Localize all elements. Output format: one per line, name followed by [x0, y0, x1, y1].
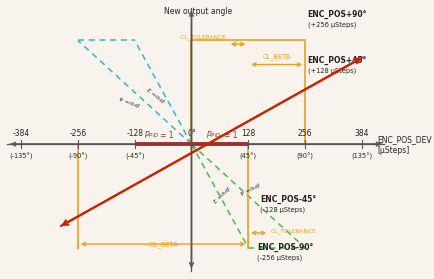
- Text: ENC_POS+45°: ENC_POS+45°: [307, 56, 366, 65]
- Text: $p_{PID}$= 4: $p_{PID}$= 4: [237, 179, 261, 197]
- Text: (-128 µSteps): (-128 µSteps): [260, 206, 305, 213]
- Text: $p_{PID}$= 4: $p_{PID}$= 4: [117, 91, 142, 109]
- Text: $p_{PID}$: $p_{PID}$: [205, 129, 221, 140]
- Text: ENC_POS+90°: ENC_POS+90°: [307, 10, 366, 19]
- Text: $p_{PID}$= 2: $p_{PID}$= 2: [145, 83, 168, 105]
- Text: (-45°): (-45°): [125, 152, 144, 160]
- Text: (-90°): (-90°): [68, 152, 87, 160]
- Text: ENC_POS_DEV: ENC_POS_DEV: [376, 135, 431, 144]
- Text: (90°): (90°): [296, 152, 313, 160]
- Text: (-256 µSteps): (-256 µSteps): [256, 255, 302, 261]
- Text: New output angle: New output angle: [164, 7, 232, 16]
- Text: (135°): (135°): [351, 152, 372, 160]
- Text: (+128 µSteps): (+128 µSteps): [307, 68, 355, 74]
- Text: 256: 256: [297, 129, 312, 138]
- Text: 128: 128: [240, 129, 255, 138]
- Text: $p_{PID}$: $p_{PID}$: [144, 129, 159, 140]
- Text: -256: -256: [69, 129, 86, 138]
- Text: ENC_POS-45°: ENC_POS-45°: [260, 195, 316, 204]
- Text: (45°): (45°): [239, 152, 256, 160]
- Text: ENC_POS-90°: ENC_POS-90°: [256, 243, 312, 252]
- Text: CL_TOLERANCE: CL_TOLERANCE: [270, 228, 316, 234]
- Text: -128: -128: [126, 129, 143, 138]
- Text: (+256 µSteps): (+256 µSteps): [307, 21, 355, 28]
- Text: = 1: = 1: [160, 131, 174, 140]
- Text: [µSteps]: [µSteps]: [376, 146, 408, 155]
- Text: -384: -384: [13, 129, 30, 138]
- Text: -CL_TOLERANCE: -CL_TOLERANCE: [179, 34, 227, 40]
- Bar: [191, 40, 304, 144]
- Text: CL_BETA: CL_BETA: [262, 53, 290, 60]
- Text: $p_{PID}$= 2: $p_{PID}$= 2: [208, 183, 232, 205]
- Text: -CL_BETA: -CL_BETA: [148, 241, 178, 248]
- Text: 0°: 0°: [187, 129, 195, 138]
- Text: 384: 384: [354, 129, 368, 138]
- Text: = 1: = 1: [223, 131, 237, 140]
- Text: (-135°): (-135°): [10, 152, 33, 160]
